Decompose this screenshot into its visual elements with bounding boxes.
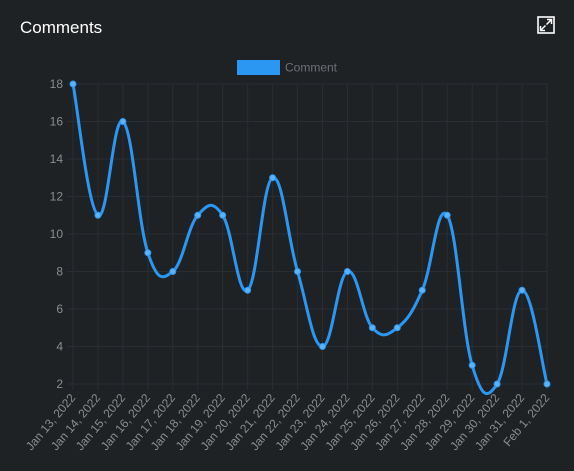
y-tick-label: 10 bbox=[50, 227, 64, 241]
data-point bbox=[343, 268, 351, 275]
data-point bbox=[543, 380, 551, 388]
y-tick-label: 4 bbox=[56, 340, 63, 354]
panel-header: Comments bbox=[0, 0, 574, 56]
data-point bbox=[244, 286, 252, 294]
data-point bbox=[144, 249, 152, 257]
y-tick-label: 12 bbox=[50, 190, 64, 204]
data-point bbox=[94, 211, 102, 219]
data-point bbox=[368, 324, 376, 332]
data-point bbox=[468, 361, 476, 369]
data-point bbox=[194, 211, 202, 219]
data-point bbox=[443, 211, 451, 219]
y-tick-label: 16 bbox=[50, 115, 64, 129]
legend-label: Comment bbox=[285, 61, 338, 75]
data-point bbox=[518, 286, 526, 294]
data-point bbox=[169, 268, 177, 275]
y-tick-label: 8 bbox=[56, 265, 63, 279]
data-point bbox=[393, 324, 401, 332]
data-point bbox=[318, 343, 326, 350]
legend-swatch bbox=[237, 60, 280, 75]
expand-icon[interactable] bbox=[536, 15, 556, 35]
data-point bbox=[219, 211, 227, 219]
data-point bbox=[69, 80, 77, 88]
y-tick-label: 2 bbox=[56, 377, 63, 391]
data-point bbox=[269, 174, 277, 182]
data-point bbox=[493, 380, 501, 388]
y-tick-label: 6 bbox=[56, 302, 63, 316]
data-point bbox=[418, 286, 426, 294]
data-point bbox=[294, 268, 302, 275]
y-tick-label: 14 bbox=[50, 152, 64, 166]
series-line-comment bbox=[71, 83, 549, 396]
data-point bbox=[119, 118, 127, 125]
y-tick-label: 18 bbox=[50, 77, 64, 91]
panel-title: Comments bbox=[20, 18, 103, 37]
